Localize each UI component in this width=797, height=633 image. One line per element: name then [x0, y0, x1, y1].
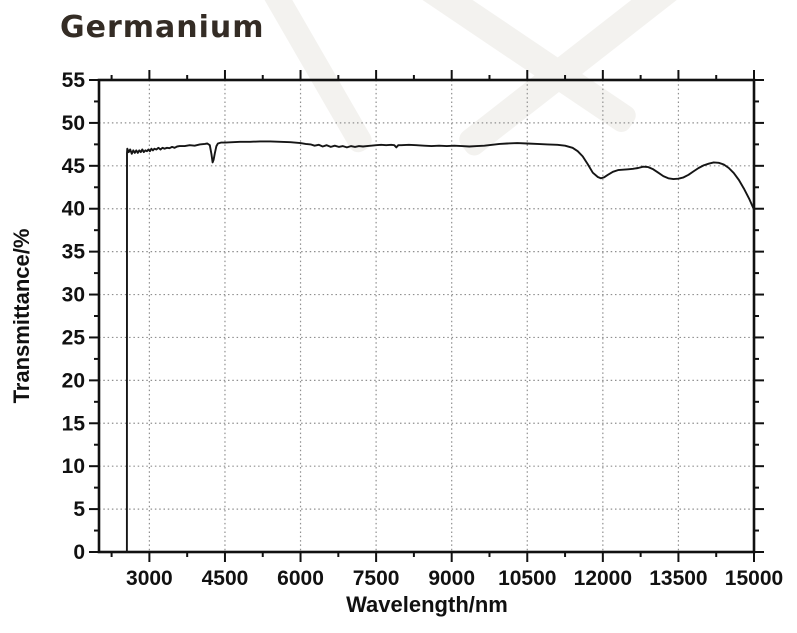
svg-text:45: 45	[62, 155, 86, 178]
svg-text:15000: 15000	[725, 567, 783, 590]
svg-text:40: 40	[62, 198, 85, 221]
svg-text:3000: 3000	[126, 567, 173, 590]
svg-text:30: 30	[62, 284, 85, 307]
svg-text:6000: 6000	[277, 567, 324, 590]
svg-text:20: 20	[62, 369, 85, 392]
axis-tick-layer	[89, 70, 764, 562]
svg-text:35: 35	[62, 241, 86, 264]
svg-text:25: 25	[62, 326, 86, 349]
svg-text:13500: 13500	[649, 567, 707, 590]
svg-text:0: 0	[73, 541, 85, 564]
svg-text:5: 5	[73, 498, 85, 521]
chart-title: Germanium	[60, 10, 265, 45]
y-tick-labels: 0 5 10 15 20 25 30 35 40 45 50 55	[62, 69, 86, 564]
svg-text:9000: 9000	[428, 567, 475, 590]
transmittance-curve	[125, 140, 755, 553]
svg-text:50: 50	[62, 112, 85, 135]
svg-text:4500: 4500	[202, 567, 249, 590]
svg-text:7500: 7500	[353, 567, 400, 590]
svg-text:10500: 10500	[498, 567, 556, 590]
svg-text:15: 15	[62, 412, 86, 435]
gridline-layer	[99, 80, 754, 552]
svg-text:55: 55	[62, 69, 86, 92]
x-tick-labels: 3000 4500 6000 7500 9000 10500 12000 13500 15000	[126, 567, 783, 590]
y-axis-title: Transmittance/%	[9, 229, 34, 404]
svg-text:10: 10	[62, 455, 85, 478]
x-axis-title: Wavelength/nm	[346, 592, 508, 617]
plot-frame	[97, 78, 756, 554]
svg-text:12000: 12000	[574, 567, 632, 590]
